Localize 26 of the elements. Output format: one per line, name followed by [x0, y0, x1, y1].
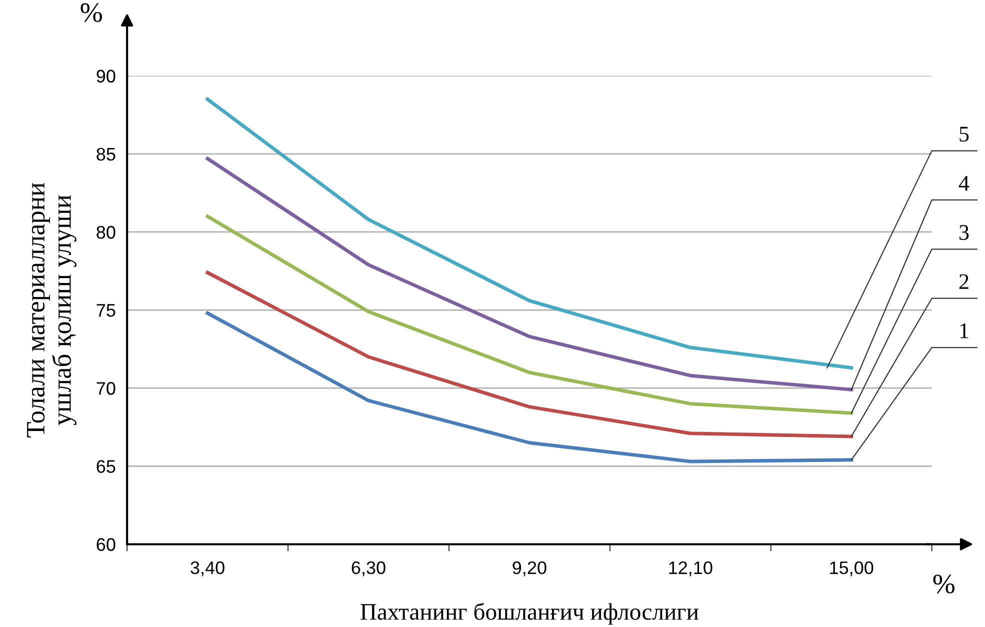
text: %	[80, 3, 102, 22]
x-tick-label: 9,20	[512, 561, 546, 576]
y-tick-label: 80	[96, 226, 116, 239]
y-tick-label: 75	[96, 304, 116, 317]
text: 2	[959, 274, 968, 289]
x-tick-label: 15,00	[830, 561, 874, 576]
line-series	[206, 98, 854, 370]
text: 3	[960, 225, 969, 240]
line-series	[206, 311, 854, 464]
x-tick-label: 12,10	[669, 561, 712, 576]
line-series	[206, 156, 854, 392]
text: 1	[960, 323, 968, 338]
line-series	[206, 214, 854, 415]
y-tick-label: 70	[96, 382, 116, 395]
y-tick-label: 60	[96, 538, 116, 551]
text: 4	[958, 176, 970, 191]
x-axis-title: Пахтанинг бошланғич ифлослиги	[360, 602, 698, 625]
x-tick-label: 6,30	[352, 561, 386, 576]
y-axis-title: Толали материалларни ушлаб қолиш улуши	[27, 182, 76, 438]
x-tick-label: 3,40	[190, 561, 224, 576]
text: %	[933, 574, 955, 594]
text: 5	[960, 126, 969, 142]
y-tick-label: 90	[96, 70, 116, 83]
line-series	[206, 270, 854, 438]
y-tick-label: 65	[96, 460, 116, 473]
y-tick-label: 85	[96, 148, 116, 161]
